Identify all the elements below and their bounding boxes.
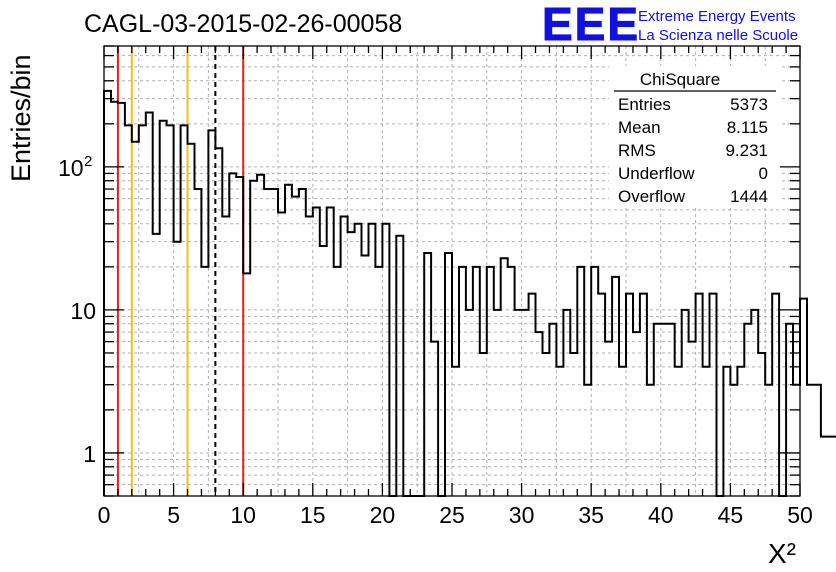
eee-logo-mark: EEE: [542, 0, 640, 50]
x-tick-label: 10: [230, 502, 256, 528]
x-axis-label: X²: [768, 538, 796, 569]
marker-lines: [116, 46, 245, 496]
stats-label-entries: Entries: [618, 95, 671, 114]
stats-value-rms: 9.231: [725, 141, 768, 160]
x-tick-label: 15: [300, 502, 326, 528]
x-tick-label: 5: [167, 502, 180, 528]
logo-line-2: La Scienza nelle Scuole: [638, 27, 798, 44]
x-tick-label: 40: [648, 502, 674, 528]
x-tick-label: 50: [787, 502, 813, 528]
stats-label-overflow: Overflow: [618, 187, 686, 206]
x-tick-label: 45: [718, 502, 744, 528]
stats-title: ChiSquare: [640, 70, 720, 89]
y-tick-label-exponent: 2: [84, 153, 92, 170]
y-tick-label: 10: [58, 155, 84, 181]
stats-label-underflow: Underflow: [618, 164, 695, 183]
y-tick-label: 1: [83, 441, 96, 467]
y-tick-label: 10: [70, 298, 96, 324]
x-tick-label: 20: [370, 502, 396, 528]
stats-value-overflow: 1444: [730, 187, 768, 206]
x-tick-label: 35: [578, 502, 604, 528]
chart-title: CAGL-03-2015-02-26-00058: [84, 10, 402, 38]
stats-label-mean: Mean: [618, 118, 661, 137]
axis-ticks: [103, 45, 801, 497]
stats-label-rms: RMS: [618, 141, 656, 160]
logo-line-1: Extreme Energy Events: [638, 8, 796, 25]
histogram-outline: [103, 89, 836, 497]
stats-value-mean: 8.115: [727, 118, 768, 137]
x-tick-label: 30: [509, 502, 535, 528]
eee-logo: EEE Extreme Energy Events La Scienza nel…: [542, 0, 799, 51]
stats-box: ChiSquare Entries 5373 Mean 8.115 RMS 9.…: [609, 66, 779, 206]
stats-value-entries: 5373: [730, 95, 768, 114]
x-tick-labels: 0 5 10 15 20 25 30 35 40 45 50: [98, 502, 813, 528]
x-tick-label: 25: [439, 502, 465, 528]
x-tick-label: 0: [98, 502, 111, 528]
y-axis-label: Entries/bin: [6, 54, 36, 182]
stats-value-underflow: 0: [759, 164, 768, 183]
stats-box-background: [609, 66, 779, 206]
